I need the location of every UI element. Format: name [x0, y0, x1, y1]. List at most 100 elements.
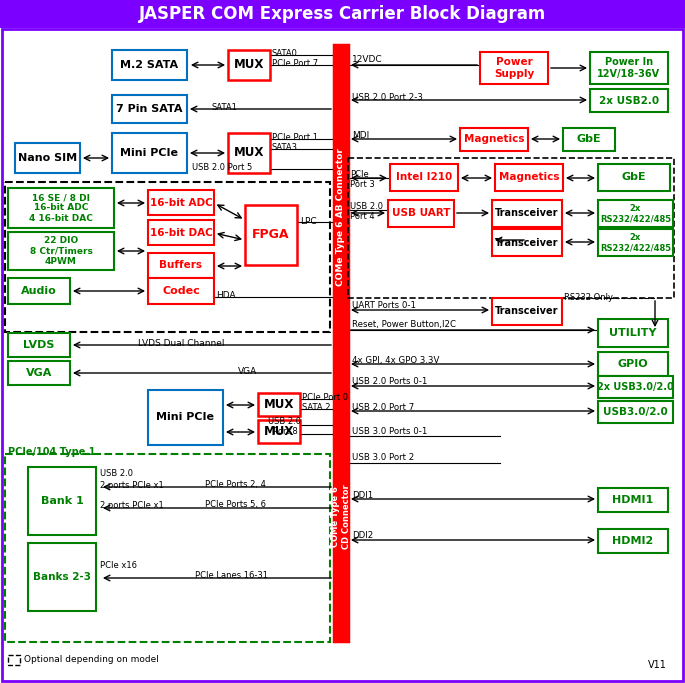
Text: PCIe x16: PCIe x16 [100, 561, 137, 570]
Text: Transceiver: Transceiver [495, 238, 559, 247]
FancyBboxPatch shape [245, 205, 297, 265]
FancyBboxPatch shape [258, 393, 300, 416]
FancyBboxPatch shape [598, 200, 673, 227]
FancyBboxPatch shape [228, 50, 270, 80]
Text: USB 2.0
Port 4: USB 2.0 Port 4 [350, 202, 383, 221]
Text: PCIe Ports 5, 6: PCIe Ports 5, 6 [205, 501, 266, 510]
Text: 2x
RS232/422/485: 2x RS232/422/485 [600, 204, 671, 223]
Text: MUX: MUX [264, 425, 294, 438]
Text: HDMI1: HDMI1 [612, 495, 653, 505]
Text: MUX: MUX [264, 398, 294, 411]
Text: SATA 2: SATA 2 [302, 404, 330, 413]
Text: SATA1: SATA1 [212, 104, 238, 113]
Text: DDI2: DDI2 [352, 531, 373, 540]
Text: USB 2.0: USB 2.0 [269, 417, 301, 426]
FancyBboxPatch shape [112, 95, 187, 123]
Text: 22 DIO
8 Ctr/Timers
4PWM: 22 DIO 8 Ctr/Timers 4PWM [29, 236, 92, 266]
Text: GbE: GbE [622, 173, 647, 182]
Text: LVDS: LVDS [23, 340, 55, 350]
FancyBboxPatch shape [495, 164, 563, 191]
Text: 12VDC: 12VDC [352, 55, 383, 64]
Text: SATA0: SATA0 [272, 48, 298, 57]
Text: COMe Type 6 AB Connector: COMe Type 6 AB Connector [336, 148, 345, 286]
FancyBboxPatch shape [148, 390, 223, 445]
FancyBboxPatch shape [334, 45, 348, 390]
FancyBboxPatch shape [8, 188, 114, 228]
Text: USB 2.0: USB 2.0 [100, 469, 133, 477]
FancyBboxPatch shape [480, 52, 548, 84]
Text: HDA: HDA [216, 292, 236, 301]
Text: 16-bit ADC: 16-bit ADC [149, 197, 212, 208]
FancyBboxPatch shape [8, 333, 70, 357]
Text: MUX: MUX [234, 59, 264, 72]
FancyBboxPatch shape [8, 361, 70, 385]
FancyBboxPatch shape [598, 488, 668, 512]
Text: PCIe Lanes 16-31: PCIe Lanes 16-31 [195, 570, 268, 579]
FancyBboxPatch shape [590, 89, 668, 112]
Text: USB 2.0 Ports 0-1: USB 2.0 Ports 0-1 [352, 378, 427, 387]
FancyBboxPatch shape [0, 0, 685, 28]
Text: USB 2.0 Port 7: USB 2.0 Port 7 [352, 402, 414, 411]
Text: Codec: Codec [162, 286, 200, 296]
Text: Transceiver: Transceiver [495, 208, 559, 219]
FancyBboxPatch shape [228, 133, 270, 173]
Text: USB 3.0 Port 2: USB 3.0 Port 2 [352, 454, 414, 462]
Text: Intel I210: Intel I210 [396, 173, 452, 182]
Text: SATA3: SATA3 [272, 143, 298, 152]
FancyBboxPatch shape [8, 278, 70, 304]
FancyBboxPatch shape [28, 543, 96, 611]
Text: 2 ports PCIe x1: 2 ports PCIe x1 [100, 501, 164, 510]
Text: VGA: VGA [238, 367, 258, 376]
Text: VGA: VGA [26, 368, 52, 378]
FancyBboxPatch shape [148, 278, 214, 304]
Text: Reset, Power Button,I2C: Reset, Power Button,I2C [352, 320, 456, 329]
Text: V11: V11 [648, 660, 667, 670]
Text: RS232 Only: RS232 Only [564, 292, 613, 301]
Text: 16 SE / 8 DI
16-bit ADC
4 16-bit DAC: 16 SE / 8 DI 16-bit ADC 4 16-bit DAC [29, 193, 93, 223]
Text: PCIe Ports 2, 4: PCIe Ports 2, 4 [205, 481, 266, 490]
FancyBboxPatch shape [563, 128, 615, 151]
Text: Banks 2-3: Banks 2-3 [33, 572, 91, 582]
Text: Power In
12V/18-36V: Power In 12V/18-36V [597, 57, 660, 79]
Text: USB UART: USB UART [392, 208, 450, 219]
Text: Audio: Audio [21, 286, 57, 296]
FancyBboxPatch shape [598, 376, 673, 398]
Text: 16-bit DAC: 16-bit DAC [149, 227, 212, 238]
FancyBboxPatch shape [258, 420, 300, 443]
Text: JASPER COM Express Carrier Block Diagram: JASPER COM Express Carrier Block Diagram [139, 5, 546, 23]
Text: Transceiver: Transceiver [495, 307, 559, 316]
Text: Optional depending on model: Optional depending on model [24, 656, 159, 665]
FancyBboxPatch shape [112, 133, 187, 173]
FancyBboxPatch shape [460, 128, 528, 151]
FancyBboxPatch shape [492, 298, 562, 325]
FancyBboxPatch shape [598, 229, 673, 256]
FancyBboxPatch shape [148, 190, 214, 215]
Text: PCIe Port 7: PCIe Port 7 [272, 59, 318, 68]
FancyBboxPatch shape [598, 319, 668, 347]
Text: Mini PCIe: Mini PCIe [156, 413, 214, 423]
FancyBboxPatch shape [2, 29, 683, 681]
Text: DDI1: DDI1 [352, 490, 373, 499]
Text: GPIO: GPIO [618, 359, 648, 369]
Text: Magnetics: Magnetics [499, 173, 559, 182]
FancyBboxPatch shape [8, 232, 114, 270]
Text: GbE: GbE [577, 135, 601, 145]
Text: 2x
RS232/422/485: 2x RS232/422/485 [600, 233, 671, 252]
Text: PCIe/104 Type 1: PCIe/104 Type 1 [8, 447, 95, 457]
FancyBboxPatch shape [598, 352, 668, 376]
FancyBboxPatch shape [112, 50, 187, 80]
FancyBboxPatch shape [28, 467, 96, 535]
Text: Buffers: Buffers [160, 260, 203, 270]
FancyBboxPatch shape [598, 529, 668, 553]
FancyBboxPatch shape [598, 401, 673, 423]
Text: USB 2.0 Port 5: USB 2.0 Port 5 [192, 163, 252, 173]
Text: Bank 1: Bank 1 [40, 496, 84, 506]
Text: Magnetics: Magnetics [464, 135, 524, 145]
FancyBboxPatch shape [590, 52, 668, 84]
Text: UTILITY: UTILITY [609, 328, 657, 338]
Text: PCIe
Port 3: PCIe Port 3 [350, 170, 375, 189]
Text: M.2 SATA: M.2 SATA [121, 60, 179, 70]
Text: COMe Type 6
CD Connector: COMe Type 6 CD Connector [332, 485, 351, 549]
Text: USB3.0/2.0: USB3.0/2.0 [603, 407, 668, 417]
Text: PCIe Port 0: PCIe Port 0 [302, 393, 348, 402]
